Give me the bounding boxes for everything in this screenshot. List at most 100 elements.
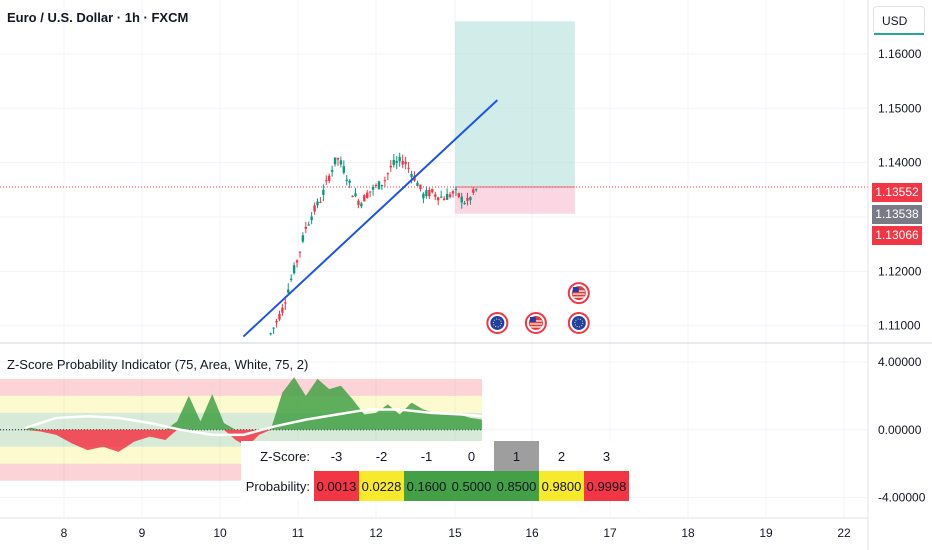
candle-body bbox=[366, 192, 369, 198]
candle-body bbox=[469, 197, 472, 201]
probability-label: Probability: bbox=[241, 471, 314, 501]
candle-body bbox=[292, 265, 296, 274]
candle-body bbox=[351, 195, 354, 198]
candle-body bbox=[330, 170, 334, 172]
price-axis-label: 1.15000 bbox=[878, 101, 922, 115]
candle-body bbox=[437, 197, 440, 201]
candle-body bbox=[451, 191, 455, 194]
zscore-cell: 3 bbox=[584, 441, 629, 471]
candle-body bbox=[304, 226, 307, 229]
eu-stars-icon bbox=[574, 318, 584, 328]
time-axis-label: 8 bbox=[61, 526, 68, 540]
candle-body bbox=[336, 158, 340, 160]
price-axis-label: 1.16000 bbox=[878, 47, 922, 61]
us-event-icon bbox=[567, 282, 590, 305]
candle-body bbox=[357, 200, 360, 206]
candle-body bbox=[319, 201, 322, 203]
candle-body bbox=[434, 194, 437, 197]
probability-cell: 0.0228 bbox=[359, 471, 404, 501]
zscore-cell-highlighted: 1 bbox=[494, 441, 539, 471]
us-canton-icon bbox=[529, 316, 536, 322]
probability-row: Probability: 0.0013 0.0228 0.1600 0.5000… bbox=[241, 471, 629, 501]
zscore-cell: -2 bbox=[359, 441, 404, 471]
candle-body bbox=[295, 260, 299, 263]
zscore-cell: 0 bbox=[449, 441, 494, 471]
candle-body bbox=[392, 159, 395, 165]
candle-body bbox=[474, 189, 478, 191]
candle-body bbox=[419, 184, 422, 189]
zscore-label: Z-Score: bbox=[241, 441, 314, 471]
indicator-axis-label: 0.00000 bbox=[878, 423, 922, 437]
stop-loss-zone bbox=[455, 186, 575, 214]
candle-body bbox=[368, 191, 372, 193]
zscore-area-positive bbox=[25, 377, 482, 430]
price-tag-stop: 1.13066 bbox=[872, 226, 922, 245]
candle-body bbox=[380, 184, 384, 187]
take-profit-zone bbox=[455, 21, 575, 187]
eu-event-icon bbox=[567, 311, 590, 334]
trendline bbox=[242, 99, 499, 338]
candle-body bbox=[386, 173, 390, 175]
candle-body bbox=[457, 193, 461, 198]
candle-body bbox=[460, 196, 463, 203]
candle-body bbox=[422, 193, 425, 199]
candle-body bbox=[284, 302, 287, 304]
candle-body bbox=[416, 182, 419, 186]
candle-body bbox=[275, 320, 278, 323]
time-axis-label: 10 bbox=[213, 526, 227, 540]
candle-body bbox=[448, 194, 452, 197]
candle-body bbox=[445, 193, 449, 200]
candle-body bbox=[454, 189, 458, 191]
time-axis-label: 18 bbox=[681, 526, 695, 540]
candle-body bbox=[383, 180, 387, 182]
candle-body bbox=[410, 173, 413, 177]
candle-body bbox=[463, 203, 466, 205]
indicator-axis-label: 4.00000 bbox=[878, 355, 922, 369]
eu-flag-icon bbox=[490, 315, 505, 330]
candle-body bbox=[442, 198, 446, 201]
candle-body bbox=[395, 161, 398, 164]
probability-cell: 0.0013 bbox=[314, 471, 359, 501]
candle-body bbox=[439, 196, 443, 198]
price-tag-bid: 1.13538 bbox=[872, 205, 922, 224]
candle-body bbox=[398, 156, 401, 162]
candle-body bbox=[307, 224, 310, 226]
time-axis-label: 15 bbox=[448, 526, 462, 540]
candle-body bbox=[428, 189, 431, 197]
candle-body bbox=[407, 167, 410, 169]
us-event-icon bbox=[524, 311, 547, 334]
zscore-table: Z-Score: -3 -2 -1 0 1 2 3 Probability: 0… bbox=[241, 441, 629, 501]
price-axis-label: 1.11000 bbox=[878, 319, 921, 333]
candle-body bbox=[301, 235, 305, 242]
probability-cell: 0.9998 bbox=[584, 471, 629, 501]
time-axis-label: 11 bbox=[292, 526, 305, 540]
candle-body bbox=[363, 195, 366, 202]
candles-group bbox=[269, 152, 478, 336]
us-canton-icon bbox=[572, 287, 579, 293]
candle-body bbox=[389, 165, 393, 168]
candle-body bbox=[287, 289, 290, 293]
currency-button[interactable]: USD bbox=[873, 6, 925, 35]
candle-body bbox=[401, 160, 404, 165]
zscore-cell: -3 bbox=[314, 441, 359, 471]
candle-body bbox=[348, 180, 351, 183]
candle-body bbox=[310, 216, 313, 221]
candle-body bbox=[333, 157, 337, 165]
probability-cell: 0.8500 bbox=[494, 471, 539, 501]
chart-title: Euro / U.S. Dollar · 1h · FXCM bbox=[7, 10, 189, 25]
indicator-title: Z-Score Probability Indicator (75, Area,… bbox=[7, 357, 309, 372]
candle-body bbox=[328, 175, 331, 181]
time-axis-label: 19 bbox=[759, 526, 773, 540]
candle-body bbox=[360, 203, 363, 207]
candle-body bbox=[466, 197, 469, 201]
probability-cell: 0.5000 bbox=[449, 471, 494, 501]
eu-flag-icon bbox=[571, 315, 586, 330]
eu-event-icon bbox=[486, 311, 509, 334]
candle-body bbox=[269, 333, 272, 335]
candle-body bbox=[322, 189, 325, 195]
zscore-row: Z-Score: -3 -2 -1 0 1 2 3 bbox=[241, 441, 629, 471]
zscore-band bbox=[0, 378, 482, 396]
zscore-cell: 2 bbox=[539, 441, 584, 471]
candle-body bbox=[298, 251, 302, 253]
zscore-band bbox=[0, 395, 482, 413]
